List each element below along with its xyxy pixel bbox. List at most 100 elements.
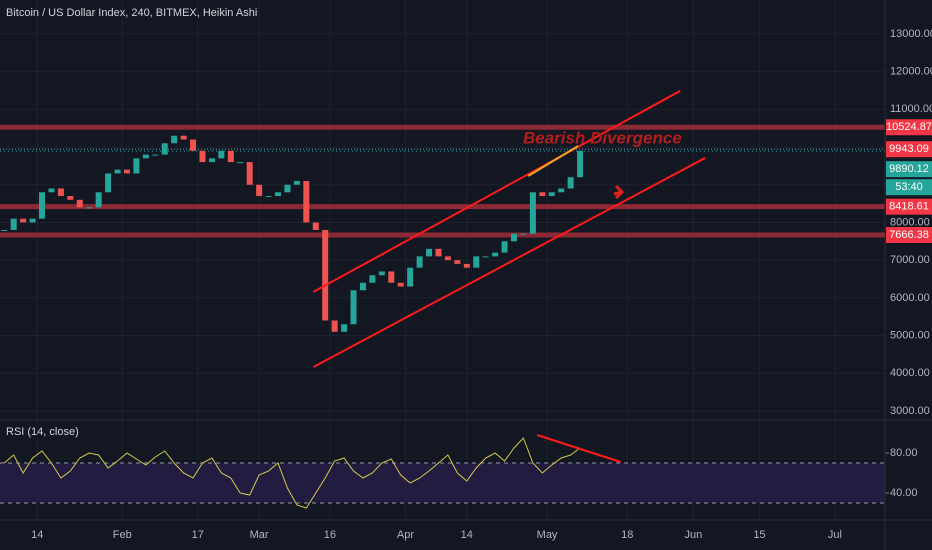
candle	[539, 192, 546, 197]
candle	[463, 263, 470, 268]
candle	[29, 218, 36, 223]
candle	[303, 180, 310, 223]
candle	[397, 282, 404, 287]
y-tick-label: 40.00	[890, 487, 918, 499]
candle	[218, 150, 225, 159]
candle	[265, 196, 272, 198]
x-tick-label: Jun	[684, 529, 702, 541]
marks	[0, 90, 885, 509]
candle	[577, 150, 584, 178]
candle	[57, 188, 64, 197]
y-tick-label: 12000.00	[890, 66, 932, 78]
candle	[501, 241, 508, 253]
y-tick-label: 6000.00	[890, 292, 930, 304]
x-tick-label: 14	[461, 529, 473, 541]
candle	[529, 192, 536, 234]
price-label: 10524.87	[886, 121, 932, 133]
candle	[350, 290, 357, 325]
candle	[407, 267, 414, 287]
candle	[444, 256, 451, 261]
candle	[227, 150, 234, 163]
candle	[39, 192, 46, 219]
candle	[369, 275, 376, 283]
candle	[171, 135, 178, 144]
y-tick-label: 4000.00	[890, 367, 930, 379]
candle	[208, 158, 215, 163]
price-label-bg	[886, 179, 932, 196]
candle	[473, 256, 480, 268]
candle	[322, 229, 329, 321]
candle	[293, 180, 300, 185]
price-label-bg	[886, 198, 932, 215]
candle	[341, 324, 348, 332]
price-label: 53:40	[895, 181, 923, 193]
y-tick-label: 8000.00	[890, 216, 930, 228]
candle	[492, 252, 499, 257]
x-tick-label: Feb	[113, 529, 132, 541]
candle	[86, 207, 93, 209]
candle	[10, 218, 17, 230]
candle	[114, 169, 121, 174]
price-label: 9943.09	[889, 143, 929, 155]
price-label-bg	[886, 161, 932, 178]
price-label-bg	[886, 141, 932, 158]
candle	[378, 271, 385, 276]
candle	[558, 188, 565, 193]
x-tick-label: Apr	[397, 529, 414, 541]
candle	[142, 154, 149, 159]
x-tick-label: 17	[192, 529, 204, 541]
price-label: 8418.61	[889, 201, 929, 213]
candle	[331, 320, 338, 332]
candle	[67, 196, 74, 200]
grid	[0, 0, 889, 520]
candle	[284, 184, 291, 193]
rsi-band	[0, 463, 885, 503]
candle	[359, 282, 366, 291]
x-tick-label: Mar	[250, 529, 269, 541]
candle	[48, 188, 55, 193]
candle	[312, 222, 319, 230]
trend-line	[536, 434, 621, 463]
candle	[190, 139, 197, 151]
candle	[416, 256, 423, 268]
candle	[256, 184, 263, 197]
annotation: Bearish Divergence	[523, 128, 682, 147]
price-label: 9890.12	[889, 163, 929, 175]
x-tick-label: May	[537, 529, 558, 541]
trend-line	[527, 145, 579, 177]
candle	[133, 158, 140, 174]
axis-labels: 3000.00 4000.00 5000.00 6000.00 7000.00 8000.…	[31, 28, 932, 541]
candle	[20, 218, 27, 223]
candle	[180, 135, 187, 140]
rsi-title: RSI (14, close)	[6, 426, 79, 438]
candle	[161, 143, 168, 155]
y-tick-label: 13000.00	[890, 28, 932, 40]
candle	[548, 192, 555, 197]
candle	[567, 177, 574, 189]
arrow-icon	[613, 184, 625, 200]
y-tick-label: 3000.00	[890, 405, 930, 417]
trend-line	[312, 157, 706, 368]
candle	[199, 150, 206, 163]
price-label-bg	[886, 227, 932, 244]
trend-line	[312, 90, 681, 293]
candle	[246, 162, 253, 185]
x-tick-label: 14	[31, 529, 43, 541]
y-tick-label: 7000.00	[890, 254, 930, 266]
candle	[511, 233, 518, 242]
price-label: 7666.38	[889, 229, 929, 241]
y-tick-label: 80.00	[890, 447, 918, 459]
rsi-line	[3, 437, 581, 509]
candle	[152, 154, 159, 156]
x-tick-label: 16	[324, 529, 336, 541]
x-tick-label: 18	[621, 529, 633, 541]
candle	[520, 233, 527, 235]
candle	[482, 256, 489, 258]
candle	[237, 162, 244, 164]
y-tick-label: 5000.00	[890, 329, 930, 341]
candle	[388, 271, 395, 283]
candle	[123, 169, 130, 174]
